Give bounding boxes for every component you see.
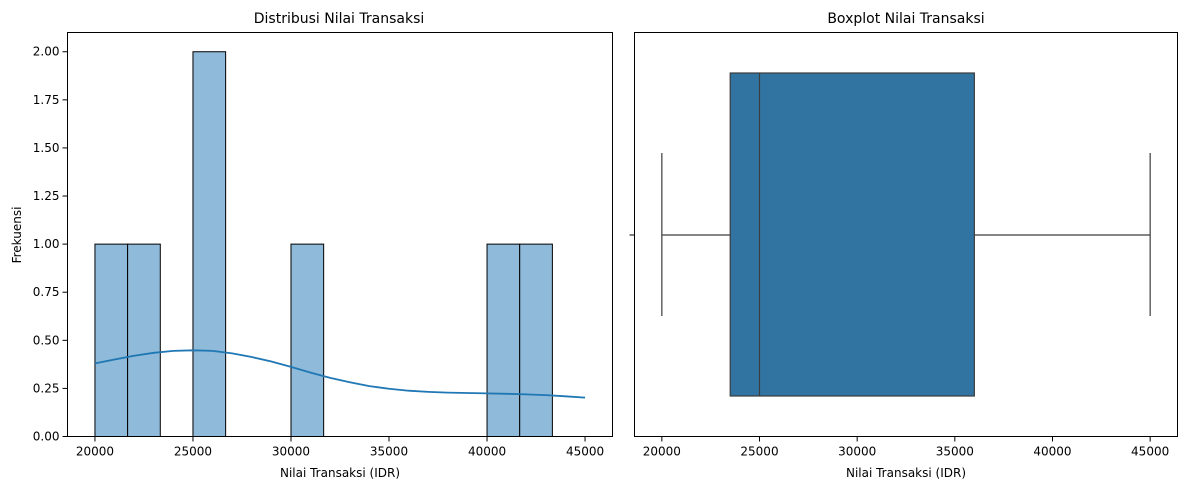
x-tick-label: 20000 bbox=[643, 445, 681, 459]
histogram-plot-frame bbox=[67, 32, 613, 437]
x-tick-label: 45000 bbox=[1131, 445, 1169, 459]
y-tick-label: 1.25 bbox=[33, 189, 60, 203]
histogram-y-axis-label: Frekuensi bbox=[10, 207, 24, 264]
boxplot-x-ticks: 20000 25000 30000 35000 40000 45000 bbox=[643, 436, 1169, 459]
histogram-bar bbox=[127, 243, 161, 437]
histogram-panel: Distribusi Nilai Transaksi 20000 25000 300… bbox=[10, 11, 613, 480]
x-tick-label: 25000 bbox=[740, 445, 778, 459]
x-tick-label: 30000 bbox=[272, 445, 310, 459]
boxplot-shapes bbox=[661, 72, 1151, 397]
x-tick-label: 25000 bbox=[174, 445, 212, 459]
y-tick-label: 1.50 bbox=[33, 141, 60, 155]
y-tick-label: 0.50 bbox=[33, 333, 60, 347]
histogram-bar bbox=[192, 51, 227, 437]
iqr-box bbox=[729, 72, 975, 397]
boxplot-title: Boxplot Nilai Transaksi bbox=[827, 11, 984, 27]
x-tick-label: 30000 bbox=[838, 445, 876, 459]
y-tick-label: 1.75 bbox=[33, 93, 60, 107]
kde-line bbox=[94, 349, 586, 399]
x-tick-label: 35000 bbox=[370, 445, 408, 459]
histogram-title: Distribusi Nilai Transaksi bbox=[254, 11, 425, 27]
histogram-bar bbox=[519, 243, 553, 437]
x-tick-label: 40000 bbox=[1033, 445, 1071, 459]
y-tick-label: 1.00 bbox=[33, 237, 60, 251]
histogram-x-axis-label: Nilai Transaksi (IDR) bbox=[280, 466, 400, 480]
histogram-x-ticks: 20000 25000 30000 35000 40000 45000 bbox=[76, 436, 604, 459]
histogram-bars bbox=[94, 51, 553, 437]
histogram-bar bbox=[94, 243, 129, 437]
histogram-bar bbox=[486, 243, 521, 437]
y-tick-label: 0.00 bbox=[33, 430, 60, 444]
y-tick-label: 0.25 bbox=[33, 381, 60, 395]
histogram-bar bbox=[290, 243, 325, 437]
x-tick-label: 40000 bbox=[468, 445, 506, 459]
x-tick-label: 35000 bbox=[936, 445, 974, 459]
histogram-y-ticks: 0.00 0.25 0.50 0.75 1.00 1.25 1.50 1.75 2.00 bbox=[33, 45, 68, 444]
y-tick-label: 0.75 bbox=[33, 285, 60, 299]
x-tick-label: 45000 bbox=[566, 445, 604, 459]
y-tick-label: 2.00 bbox=[33, 45, 60, 59]
boxplot-x-axis-label: Nilai Transaksi (IDR) bbox=[846, 466, 966, 480]
x-tick-label: 20000 bbox=[76, 445, 114, 459]
boxplot-panel: Boxplot Nilai Transaksi 20000 25000 30000 3… bbox=[629, 11, 1178, 480]
